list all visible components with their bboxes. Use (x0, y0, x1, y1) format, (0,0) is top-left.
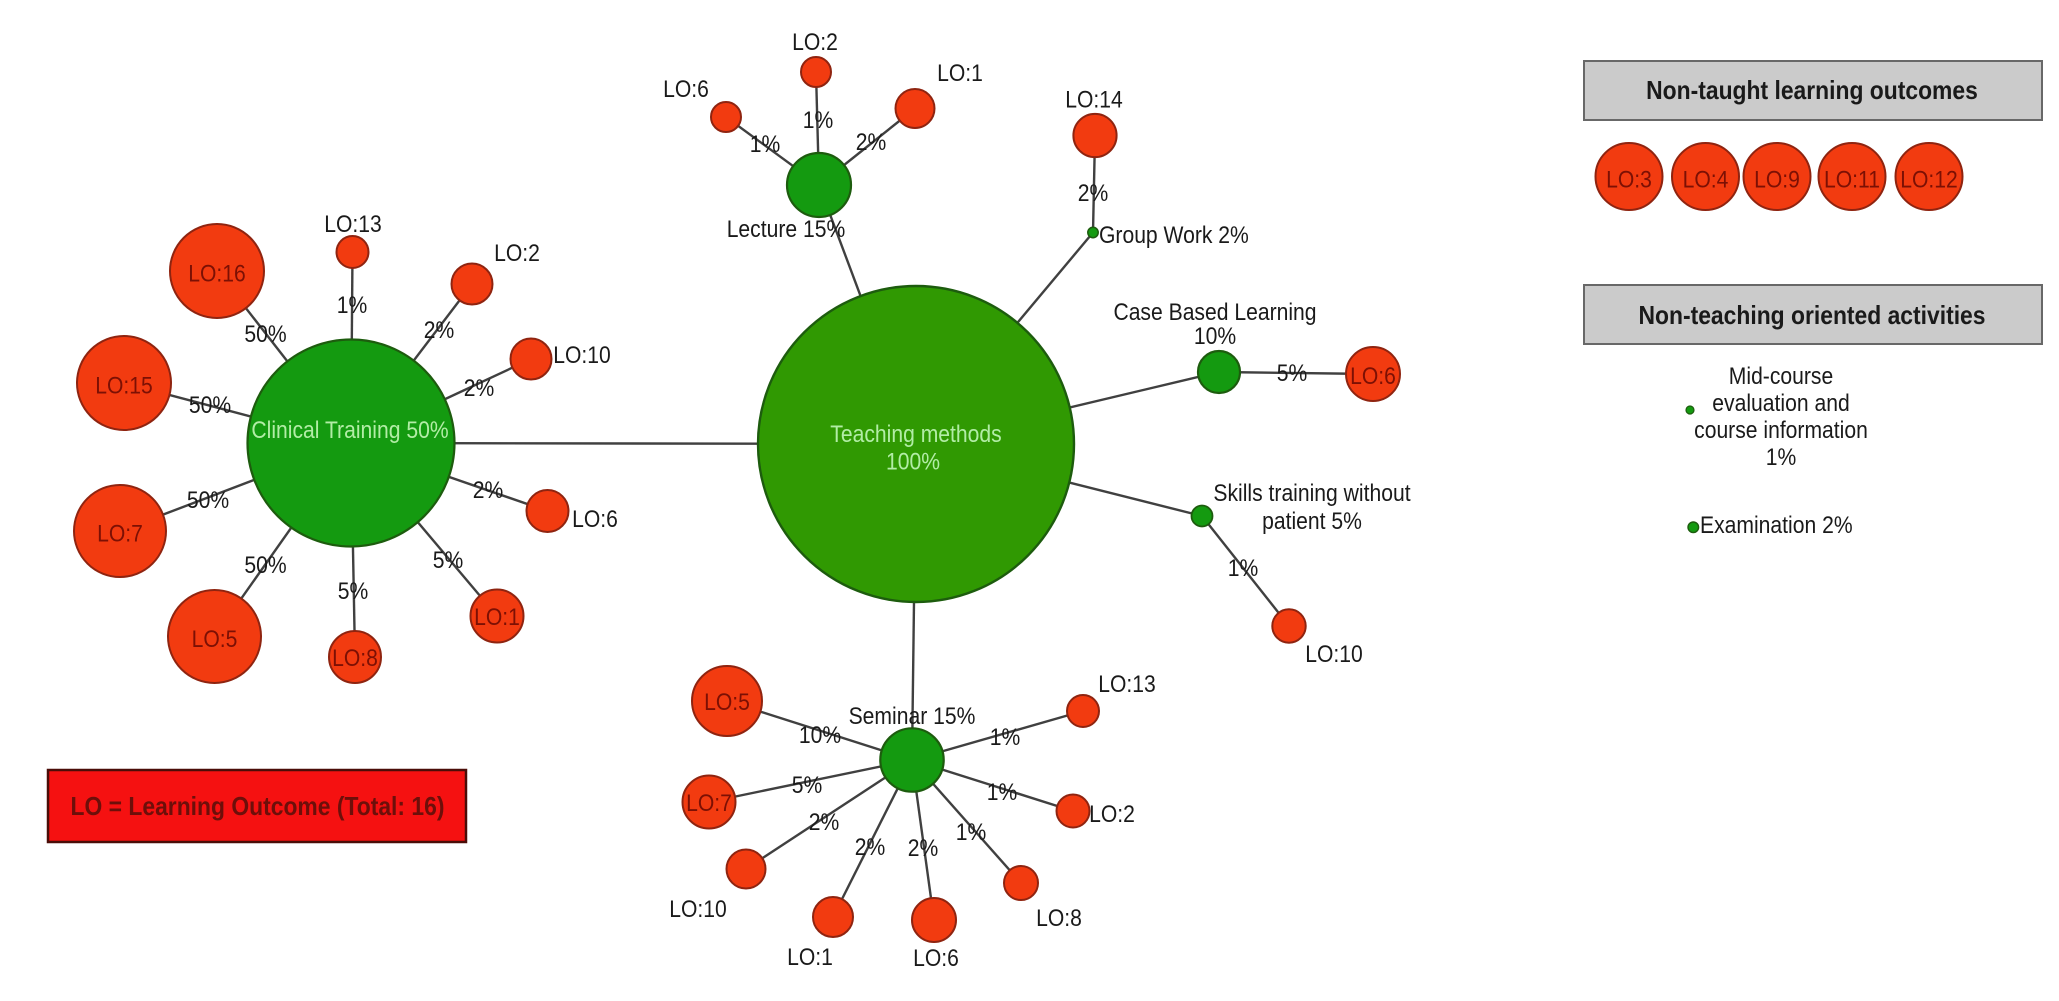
svg-text:course information: course information (1694, 417, 1868, 444)
svg-text:Case Based Learning: Case Based Learning (1113, 299, 1316, 326)
svg-text:Lecture 15%: Lecture 15% (727, 216, 846, 243)
svg-text:LO:6: LO:6 (572, 506, 618, 533)
svg-text:LO = Learning Outcome (Total:: LO = Learning Outcome (Total: 16) (71, 791, 445, 821)
svg-text:LO:13: LO:13 (324, 211, 382, 238)
svg-text:LO:8: LO:8 (1036, 905, 1082, 932)
svg-text:Teaching methods: Teaching methods (830, 421, 1001, 448)
svg-text:LO:1: LO:1 (474, 604, 520, 631)
svg-text:LO:10: LO:10 (669, 896, 727, 923)
svg-text:LO:6: LO:6 (1350, 363, 1396, 390)
svg-text:1%: 1% (990, 724, 1021, 751)
svg-text:5%: 5% (338, 578, 369, 605)
svg-text:2%: 2% (856, 129, 887, 156)
svg-text:5%: 5% (433, 547, 464, 574)
svg-text:10%: 10% (799, 722, 841, 749)
svg-text:evaluation and: evaluation and (1712, 390, 1849, 417)
svg-text:LO:6: LO:6 (913, 945, 959, 972)
svg-text:Non-taught learning outcomes: Non-taught learning outcomes (1646, 75, 1978, 105)
svg-text:LO:5: LO:5 (192, 626, 238, 653)
svg-text:50%: 50% (244, 552, 286, 579)
svg-text:LO:14: LO:14 (1065, 87, 1123, 114)
svg-text:LO:15: LO:15 (95, 373, 153, 400)
svg-text:1%: 1% (337, 292, 368, 319)
svg-text:5%: 5% (792, 772, 823, 799)
svg-text:Skills training without: Skills training without (1213, 480, 1410, 507)
svg-text:Non-teaching oriented activiti: Non-teaching oriented activities (1639, 300, 1986, 330)
svg-text:LO:16: LO:16 (188, 261, 246, 288)
svg-text:50%: 50% (244, 321, 286, 348)
svg-text:1%: 1% (1766, 444, 1797, 471)
svg-text:LO:12: LO:12 (1900, 167, 1958, 194)
svg-text:LO:3: LO:3 (1606, 167, 1652, 194)
svg-text:1%: 1% (956, 819, 987, 846)
svg-text:LO:11: LO:11 (1824, 167, 1880, 194)
svg-text:Mid-course: Mid-course (1729, 363, 1833, 390)
svg-text:2%: 2% (424, 317, 455, 344)
svg-text:LO:13: LO:13 (1098, 671, 1156, 698)
svg-text:1%: 1% (1228, 555, 1259, 582)
svg-text:LO:5: LO:5 (704, 689, 750, 716)
svg-text:10%: 10% (1194, 323, 1236, 350)
svg-text:2%: 2% (1078, 180, 1109, 207)
svg-text:LO:8: LO:8 (332, 645, 378, 672)
svg-text:LO:10: LO:10 (1305, 641, 1363, 668)
svg-text:patient 5%: patient 5% (1262, 508, 1362, 535)
svg-text:LO:7: LO:7 (97, 521, 143, 548)
svg-text:LO:6: LO:6 (663, 76, 709, 103)
svg-text:LO:4: LO:4 (1683, 167, 1729, 194)
svg-text:LO:2: LO:2 (494, 240, 540, 267)
svg-text:2%: 2% (809, 809, 840, 836)
svg-text:100%: 100% (886, 449, 940, 476)
svg-text:50%: 50% (187, 487, 229, 514)
svg-text:LO:9: LO:9 (1754, 167, 1800, 194)
svg-text:LO:1: LO:1 (937, 60, 983, 87)
svg-text:1%: 1% (750, 131, 781, 158)
svg-text:Clinical Training 50%: Clinical Training 50% (251, 417, 448, 444)
svg-text:LO:2: LO:2 (1089, 801, 1135, 828)
svg-text:2%: 2% (464, 375, 495, 402)
svg-text:Group Work 2%: Group Work 2% (1099, 222, 1249, 249)
svg-text:LO:1: LO:1 (787, 944, 833, 971)
svg-text:LO:7: LO:7 (686, 790, 732, 817)
svg-text:2%: 2% (855, 834, 886, 861)
svg-text:LO:2: LO:2 (792, 29, 838, 56)
svg-text:50%: 50% (189, 392, 231, 419)
svg-text:Seminar 15%: Seminar 15% (849, 703, 976, 730)
svg-text:1%: 1% (803, 107, 834, 134)
svg-text:2%: 2% (473, 477, 504, 504)
svg-text:5%: 5% (1277, 360, 1308, 387)
svg-text:LO:10: LO:10 (553, 342, 611, 369)
svg-text:Examination 2%: Examination 2% (1700, 512, 1853, 539)
svg-text:2%: 2% (908, 835, 939, 862)
svg-text:1%: 1% (987, 779, 1018, 806)
